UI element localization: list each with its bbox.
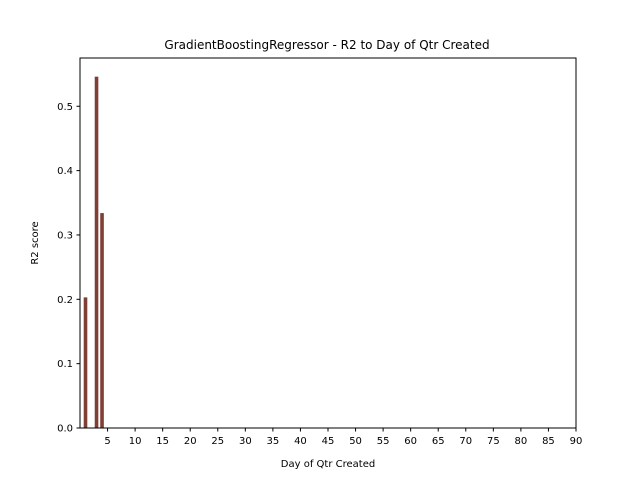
x-tick-label: 15 [156, 436, 169, 447]
y-tick-label: 0.0 [57, 424, 73, 435]
y-tick-label: 0.4 [57, 166, 73, 177]
x-tick-label: 20 [184, 436, 197, 447]
x-axis-label: Day of Qtr Created [281, 459, 375, 470]
bars-layer [83, 76, 104, 428]
y-axis-label: R2 score [30, 221, 41, 264]
x-tick-label: 55 [377, 436, 390, 447]
x-tick-label: 10 [129, 436, 142, 447]
x-tick-label: 40 [294, 436, 307, 447]
x-tick-label: 75 [487, 436, 500, 447]
x-tick-label: 50 [349, 436, 362, 447]
y-tick-label: 0.2 [57, 295, 73, 306]
y-tick-label: 0.3 [57, 230, 73, 241]
x-tick-label: 60 [404, 436, 417, 447]
x-tick-label: 85 [542, 436, 555, 447]
plot-frame [79, 57, 577, 429]
chart-title: GradientBoostingRegressor - R2 to Day of… [164, 38, 489, 52]
bar-day-3 [94, 76, 99, 428]
y-axis-ticks: 0.0 0.1 0.2 0.3 0.4 0.5 [57, 102, 80, 435]
y-tick-label: 0.5 [57, 102, 73, 113]
x-axis-ticks: 5 10 15 20 25 30 35 40 45 50 55 60 65 70 75 80 85 90 [104, 428, 582, 447]
x-tick-label: 30 [239, 436, 252, 447]
x-tick-label: 80 [515, 436, 528, 447]
x-tick-label: 70 [459, 436, 472, 447]
bar-day-1 [83, 297, 88, 428]
bar-day-4 [100, 213, 104, 428]
x-tick-label: 45 [322, 436, 335, 447]
x-tick-label: 35 [267, 436, 280, 447]
x-tick-label: 25 [211, 436, 224, 447]
x-tick-label: 90 [570, 436, 583, 447]
x-tick-label: 5 [104, 436, 110, 447]
y-tick-label: 0.1 [57, 359, 73, 370]
x-tick-label: 65 [432, 436, 445, 447]
